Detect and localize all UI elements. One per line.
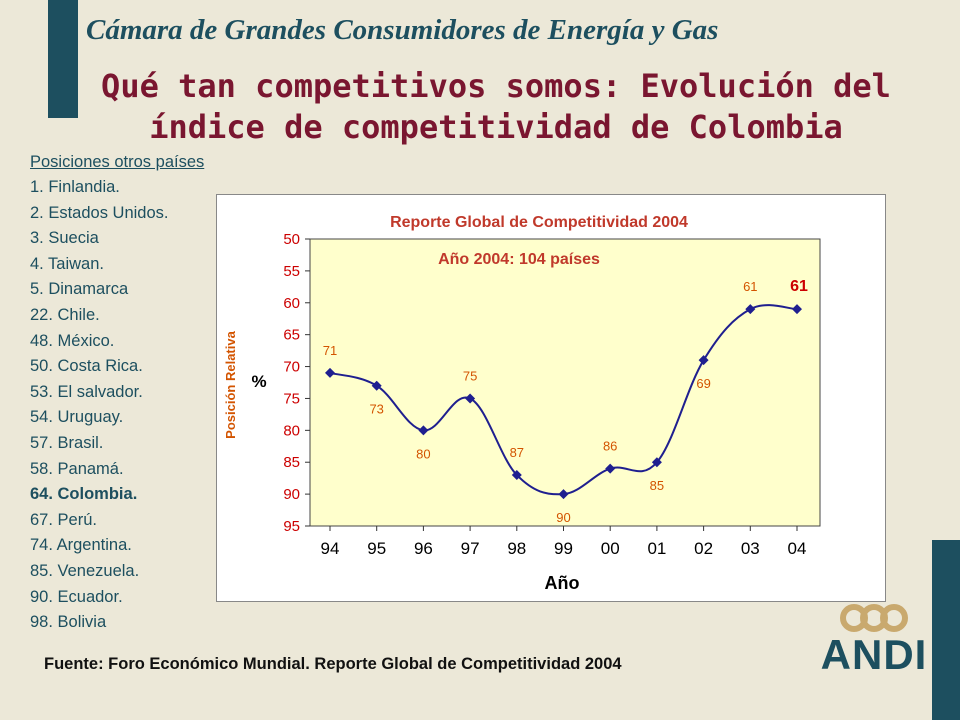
decorative-bar-bottom-right xyxy=(932,540,960,720)
country-item: 3. Suecia xyxy=(30,229,99,248)
x-tick-label: 94 xyxy=(321,539,340,558)
country-item: 90. Ecuador. xyxy=(30,587,123,606)
y-tick-label: 65 xyxy=(283,327,300,344)
data-label: 61 xyxy=(743,279,757,294)
data-point-marker xyxy=(511,469,522,480)
country-list-title: Posiciones otros países xyxy=(30,153,205,171)
chart-svg: 50 55 60 65 70 75 80 85 90 95 94 95 96 97 98 99 00 01 02 03… xyxy=(223,214,821,593)
data-point-marker xyxy=(325,367,335,378)
x-tick-label: 04 xyxy=(788,539,807,558)
logo-text: ANDI xyxy=(820,631,928,678)
logo-emblem-icon xyxy=(840,604,908,632)
data-point-marker xyxy=(651,457,662,468)
competitiveness-chart: 50 55 60 65 70 75 80 85 90 95 94 95 96 97 98 99 00 01 02 03… xyxy=(216,194,886,602)
data-point-marker xyxy=(698,355,709,366)
y-tick-label: 50 xyxy=(283,231,300,248)
data-point-marker xyxy=(605,463,616,474)
page-title: Qué tan competitivos somos: Evolución de… xyxy=(101,67,891,146)
country-item: 57. Brasil. xyxy=(30,433,104,452)
y-tick-label: 85 xyxy=(283,454,300,471)
y-tick-label: 60 xyxy=(283,295,300,312)
chart-title: Reporte Global de Competitividad 2004 xyxy=(390,214,688,231)
data-point-marker xyxy=(371,380,382,391)
y-unit-label: % xyxy=(251,372,266,391)
country-item: 58. Panamá. xyxy=(30,459,124,478)
source-note: Fuente: Foro Económico Mundial. Reporte … xyxy=(44,655,622,673)
data-label: 61 xyxy=(790,278,808,295)
country-item: 2. Estados Unidos. xyxy=(30,203,169,222)
country-item: 50. Costa Rica. xyxy=(30,357,143,376)
y-axis-label: Posición Relativa xyxy=(223,330,238,438)
data-label: 71 xyxy=(323,343,337,358)
country-item: 48. México. xyxy=(30,331,115,350)
x-tick-label: 01 xyxy=(647,539,666,558)
y-tick-label: 75 xyxy=(283,390,300,407)
data-label: 69 xyxy=(696,376,710,391)
data-label: 75 xyxy=(463,368,477,383)
x-tick-label: 96 xyxy=(414,539,433,558)
country-positions-list: Posiciones otros países 1. Finlandia. 2. … xyxy=(30,149,204,636)
y-tick-label: 55 xyxy=(283,263,300,280)
data-point-marker xyxy=(418,425,429,436)
x-tick-label: 95 xyxy=(367,539,386,558)
y-tick-label: 95 xyxy=(283,518,300,535)
country-item: 85. Venezuela. xyxy=(30,561,140,580)
y-tick-label: 70 xyxy=(283,359,300,376)
country-item: 53. El salvador. xyxy=(30,382,143,401)
x-tick-label: 97 xyxy=(461,539,480,558)
data-label: 87 xyxy=(510,445,524,460)
data-point-marker xyxy=(465,393,476,404)
andi-logo: ANDI xyxy=(812,598,936,678)
x-tick-label: 00 xyxy=(601,539,620,558)
data-point-marker xyxy=(558,489,569,500)
x-tick-label: 03 xyxy=(741,539,760,558)
x-axis-label: Año xyxy=(545,573,580,593)
data-label: 80 xyxy=(416,446,430,461)
header-title: Cámara de Grandes Consumidores de Energí… xyxy=(86,14,719,46)
x-tick-label: 02 xyxy=(694,539,713,558)
country-item: 22. Chile. xyxy=(30,305,100,324)
plot-area xyxy=(309,238,821,527)
chart-subtitle: Año 2004: 104 países xyxy=(438,251,600,268)
country-item: 5. Dinamarca xyxy=(30,280,129,299)
decorative-bar-top-left xyxy=(48,0,78,118)
country-item: 64. Colombia. xyxy=(30,485,138,504)
data-label: 86 xyxy=(603,439,617,454)
data-label: 90 xyxy=(556,510,570,525)
data-label: 85 xyxy=(650,478,664,493)
y-tick-label: 80 xyxy=(283,422,300,439)
country-item: 98. Bolivia xyxy=(30,613,107,632)
data-label: 73 xyxy=(369,402,383,417)
x-tick-label: 98 xyxy=(507,539,526,558)
data-point-marker xyxy=(745,304,756,315)
x-tick-label: 99 xyxy=(554,539,573,558)
country-item: 54. Uruguay. xyxy=(30,408,124,427)
country-item: 1. Finlandia. xyxy=(30,178,120,196)
country-item: 74. Argentina. xyxy=(30,536,132,555)
y-tick-label: 90 xyxy=(283,486,300,503)
country-items: 1. Finlandia. 2. Estados Unidos. 3. Suecia… xyxy=(30,175,204,636)
country-item: 4. Taiwan. xyxy=(30,254,104,273)
data-point-marker xyxy=(792,304,802,315)
country-item: 67. Perú. xyxy=(30,510,97,529)
